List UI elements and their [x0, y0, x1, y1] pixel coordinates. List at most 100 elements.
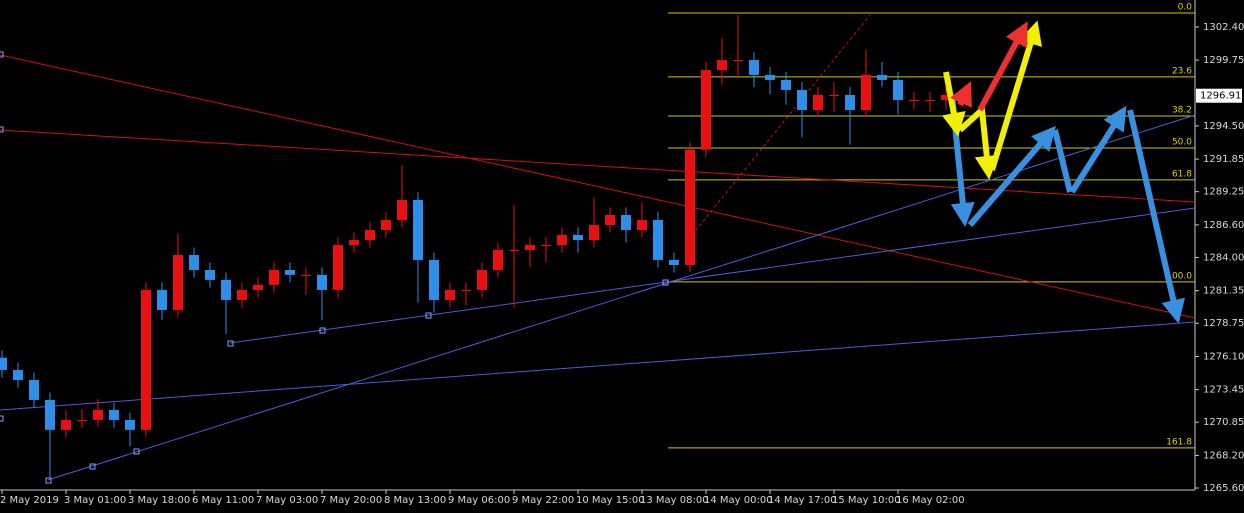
- fib-label: 50.0: [1172, 137, 1192, 147]
- candle-body: [717, 60, 727, 71]
- candle-body: [221, 279, 231, 300]
- candle-body: [845, 94, 855, 111]
- candle-body: [349, 240, 359, 246]
- candle-body: [685, 149, 695, 265]
- candle-body: [941, 94, 951, 100]
- trend-line: [0, 321, 1196, 411]
- x-tick-label: 6 May 11:00: [192, 495, 254, 506]
- trend-line: [0, 54, 1196, 319]
- candle-body: [141, 289, 151, 430]
- arrow: [950, 81, 972, 108]
- candle-body: [429, 259, 439, 300]
- x-tick-label: 2 May 2019: [0, 495, 59, 506]
- y-tick-label: 1302.40: [1203, 22, 1244, 33]
- arrow: [967, 125, 1056, 227]
- anchor: [133, 448, 140, 455]
- candle-body: [173, 254, 183, 310]
- anchor: [425, 312, 432, 319]
- arrow: [977, 21, 1028, 112]
- candle-body: [445, 289, 455, 300]
- candle-body: [125, 419, 135, 430]
- x-tick-label: 14 May 00:00: [704, 495, 773, 506]
- current-price: 1296.91: [1200, 91, 1241, 102]
- candle-body: [557, 234, 567, 246]
- x-tick-label: 7 May 03:00: [256, 495, 318, 506]
- trend-lines: [0, 14, 1196, 484]
- trend-line: [229, 207, 1196, 344]
- arrow: [1069, 105, 1127, 194]
- x-tick-label: 3 May 01:00: [64, 495, 126, 506]
- candle-body: [925, 99, 935, 101]
- candle-body: [317, 274, 327, 290]
- candle-body: [285, 269, 295, 275]
- x-tick-label: 14 May 17:00: [768, 495, 837, 506]
- candle-body: [333, 245, 343, 290]
- candle-body: [525, 245, 535, 250]
- trend-line: [687, 14, 871, 241]
- candle-body: [813, 94, 823, 111]
- x-tick-label: 16 May 02:00: [896, 495, 965, 506]
- candle-body: [829, 94, 839, 96]
- candle-body: [413, 199, 423, 260]
- x-tick-label: 10 May 15:00: [576, 495, 645, 506]
- candle-body: [61, 419, 71, 430]
- candle-body: [701, 70, 711, 150]
- candle-body: [397, 199, 407, 221]
- anchor: [0, 415, 4, 422]
- candle-body: [237, 289, 247, 300]
- candle-body: [77, 419, 87, 421]
- candle-body: [493, 249, 503, 270]
- y-tick-label: 1284.00: [1203, 252, 1244, 263]
- candle-body: [861, 74, 871, 111]
- candle-body: [13, 369, 23, 380]
- candle-body: [541, 245, 551, 247]
- y-tick-label: 1270.85: [1203, 417, 1244, 428]
- fib-label: 38.2: [1172, 106, 1192, 116]
- trend-line: [0, 129, 1196, 203]
- candle-body: [765, 74, 775, 80]
- candles: [0, 15, 951, 478]
- candle-body: [589, 225, 599, 241]
- fib-label: 61.8: [1172, 169, 1192, 179]
- candle-body: [653, 220, 663, 260]
- y-tick-label: 1281.35: [1203, 286, 1244, 297]
- candle-body: [189, 254, 199, 270]
- x-tick-label: 15 May 10:00: [832, 495, 901, 506]
- fib-label: 0.0: [1178, 3, 1193, 13]
- candle-body: [909, 99, 919, 101]
- anchor: [0, 126, 4, 133]
- candle-body: [509, 249, 519, 251]
- fib-label: 100.0: [1166, 271, 1192, 281]
- candle-body: [461, 289, 471, 291]
- y-tick-label: 1286.60: [1203, 220, 1244, 231]
- anchor: [319, 327, 326, 334]
- candle-body: [93, 409, 103, 420]
- candle-body: [637, 220, 647, 231]
- y-tick-label: 1265.60: [1203, 483, 1244, 494]
- trend-line: [47, 114, 1196, 481]
- y-tick-label: 1291.85: [1203, 154, 1244, 165]
- anchor: [0, 51, 4, 58]
- candle-body: [205, 269, 215, 280]
- anchor: [227, 340, 234, 347]
- anchor: [89, 463, 96, 470]
- y-tick-label: 1294.50: [1203, 121, 1244, 132]
- candle-body: [477, 269, 487, 290]
- candle-body: [797, 89, 807, 111]
- candle-body: [733, 60, 743, 62]
- candle-body: [893, 79, 903, 100]
- candle-body: [781, 79, 791, 90]
- y-tick-label: 1268.20: [1203, 450, 1244, 461]
- price-label-box: [1196, 88, 1242, 103]
- fib-label: 161.8: [1166, 437, 1192, 447]
- anchor: [45, 477, 52, 484]
- x-tick-label: 9 May 22:00: [512, 495, 574, 506]
- candle-body: [157, 289, 167, 310]
- arrow: [1127, 109, 1186, 324]
- x-tick-label: 7 May 20:00: [320, 495, 382, 506]
- x-tick-label: 8 May 13:00: [384, 495, 446, 506]
- y-tick-label: 1276.10: [1203, 351, 1244, 362]
- fib-label: 23.6: [1172, 66, 1192, 76]
- x-tick-label: 13 May 08:00: [640, 495, 709, 506]
- arrow: [1052, 129, 1073, 193]
